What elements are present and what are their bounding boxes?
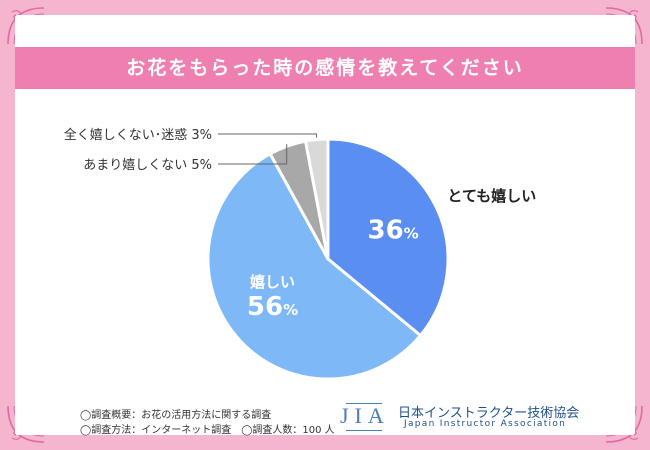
leader-line bbox=[218, 133, 317, 138]
leader-label: あまり嬉しくない 5% bbox=[83, 158, 212, 173]
pie-slice bbox=[206, 152, 422, 381]
slice-percent-label: 56% bbox=[247, 292, 298, 322]
pie-slice bbox=[326, 137, 450, 337]
logo-rule-bottom bbox=[346, 430, 382, 431]
survey-method-note: ◯調査方法：インターネット調査 ◯調査人数：100 人 bbox=[80, 425, 335, 436]
logo-subtitle: Japan Instructor Association bbox=[404, 419, 567, 429]
leader-label: 全く嬉しくない･迷惑 3% bbox=[64, 127, 212, 143]
logo-rule-top bbox=[346, 403, 382, 404]
slice-category-label: とても嬉しい bbox=[447, 187, 536, 205]
survey-overview-note: ◯調査概要：お花の活用方法に関する調査 bbox=[80, 410, 272, 421]
slice-percent-label: 36% bbox=[367, 215, 418, 245]
pie-slice bbox=[304, 137, 330, 261]
slice-category-label: 嬉しい bbox=[249, 273, 295, 291]
logo-mark: JIA bbox=[340, 403, 390, 428]
jia-logo: JIA 日本インストラクター技術協会 Japan Instructor Asso… bbox=[340, 399, 590, 433]
leader-line bbox=[218, 144, 288, 165]
logo-name: 日本インストラクター技術協会 bbox=[398, 406, 580, 421]
chart-title: お花をもらった時の感情を教えてください bbox=[15, 47, 635, 89]
